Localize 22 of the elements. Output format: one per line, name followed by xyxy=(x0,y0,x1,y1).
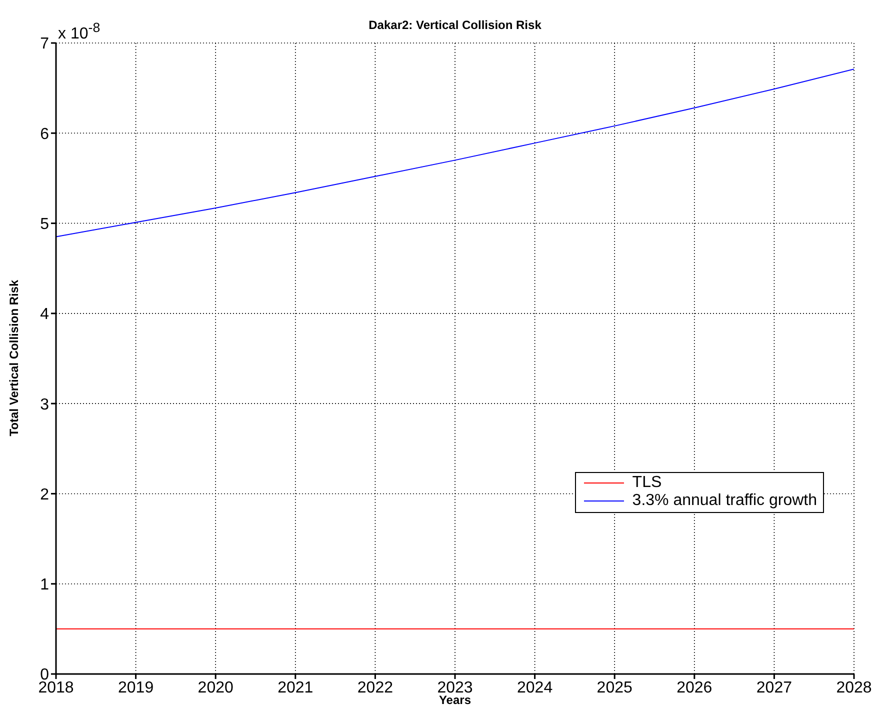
y-tick-label: 7 xyxy=(40,36,50,53)
y-tick-label: 6 xyxy=(40,126,50,143)
x-tick-label: 2019 xyxy=(118,679,154,696)
x-tick-label: 2026 xyxy=(676,679,712,696)
y-tick-label: 4 xyxy=(40,306,50,324)
y-tick-label: 1 xyxy=(40,576,50,594)
legend-label: 3.3% annual traffic growth xyxy=(632,492,817,510)
text: x 10$^{-8}$ xyxy=(58,20,100,44)
chart-title: Dakar2: Vertical Collision Risk xyxy=(368,18,542,32)
legend-label: TLS xyxy=(632,474,662,492)
x-tick-label: 2020 xyxy=(198,679,234,696)
x-tick-label: 2024 xyxy=(517,679,553,696)
x-tick-label: 2025 xyxy=(596,679,632,696)
line-series xyxy=(56,68,854,238)
y-tick-label: 2 xyxy=(40,486,50,504)
x-tick-label: 2021 xyxy=(278,679,314,696)
x-tick-label: 2022 xyxy=(357,679,394,696)
x-tick-label: 2027 xyxy=(756,679,792,696)
x-tick-label: 2028 xyxy=(836,679,872,696)
y-tick-label: 5 xyxy=(40,216,50,233)
y-axis-title: Total Vertical Collision Risk xyxy=(7,278,21,438)
y-tick-label: 3 xyxy=(40,396,50,414)
